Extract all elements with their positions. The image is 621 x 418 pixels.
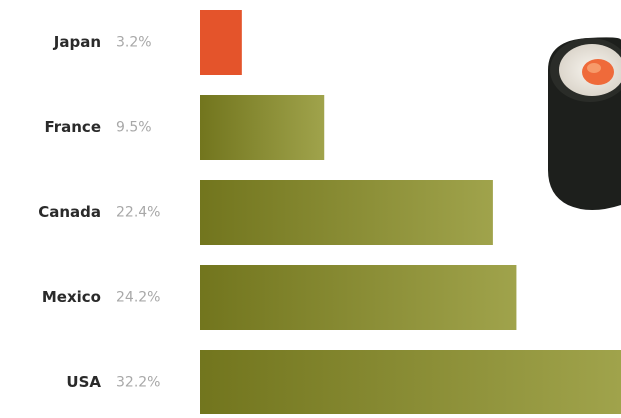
value-label: 3.2%	[116, 35, 152, 51]
sushi-illustration	[548, 37, 621, 211]
category-label: Canada	[38, 203, 101, 221]
category-label: Mexico	[42, 288, 101, 306]
value-label: 22.4%	[116, 205, 160, 221]
category-label: Japan	[53, 33, 101, 51]
bar	[200, 95, 325, 160]
bars: Japan 3.2% France 9.5% Canada 22.4% Mexico 24.2…	[38, 10, 621, 415]
bar	[200, 265, 517, 330]
bar	[200, 350, 621, 415]
bar	[200, 10, 242, 75]
value-label: 9.5%	[116, 120, 152, 136]
category-label: USA	[66, 373, 101, 391]
bar	[200, 180, 493, 245]
value-label: 32.2%	[116, 375, 160, 391]
category-label: France	[44, 118, 101, 136]
value-label: 24.2%	[116, 290, 160, 306]
